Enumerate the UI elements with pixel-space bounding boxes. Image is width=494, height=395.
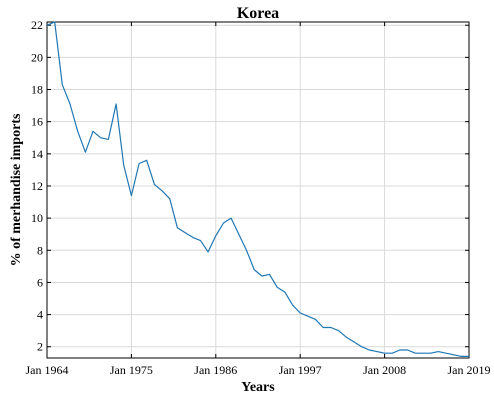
x-tick-label: Jan 2008 xyxy=(363,363,406,377)
y-tick-label: 10 xyxy=(31,211,43,225)
tick-marks xyxy=(46,22,470,358)
x-tick-label: Jan 1964 xyxy=(26,363,69,377)
y-tick-label: 8 xyxy=(37,243,43,257)
series-line xyxy=(46,21,469,357)
y-tick-label: 20 xyxy=(31,50,43,64)
x-tick-label: Jan 1975 xyxy=(110,363,153,377)
x-tick-label: Jan 1997 xyxy=(279,363,322,377)
y-axis-label: % of merhandise imports xyxy=(9,113,24,266)
x-tick-label: Jan 2019 xyxy=(448,363,491,377)
y-tick-label: 14 xyxy=(31,147,43,161)
y-tick-label: 12 xyxy=(31,179,43,193)
y-tick-label: 6 xyxy=(37,275,43,289)
y-tick-label: 2 xyxy=(37,340,43,354)
y-tick-labels: 2 4 6 8 10 12 14 16 18 20 22 xyxy=(31,18,43,354)
plot-area-frame xyxy=(46,21,470,359)
chart-title: Korea xyxy=(237,5,279,22)
x-tick-labels: Jan 1964 Jan 1975 Jan 1986 Jan 1997 Jan 2008… xyxy=(26,363,491,377)
y-tick-label: 22 xyxy=(31,18,43,32)
x-axis-label: Years xyxy=(241,380,275,395)
y-tick-label: 16 xyxy=(31,115,43,129)
grid-lines xyxy=(47,22,469,358)
y-tick-label: 4 xyxy=(37,308,43,322)
series-lines xyxy=(46,21,469,357)
x-tick-label: Jan 1986 xyxy=(194,363,237,377)
y-tick-label: 18 xyxy=(31,83,43,97)
